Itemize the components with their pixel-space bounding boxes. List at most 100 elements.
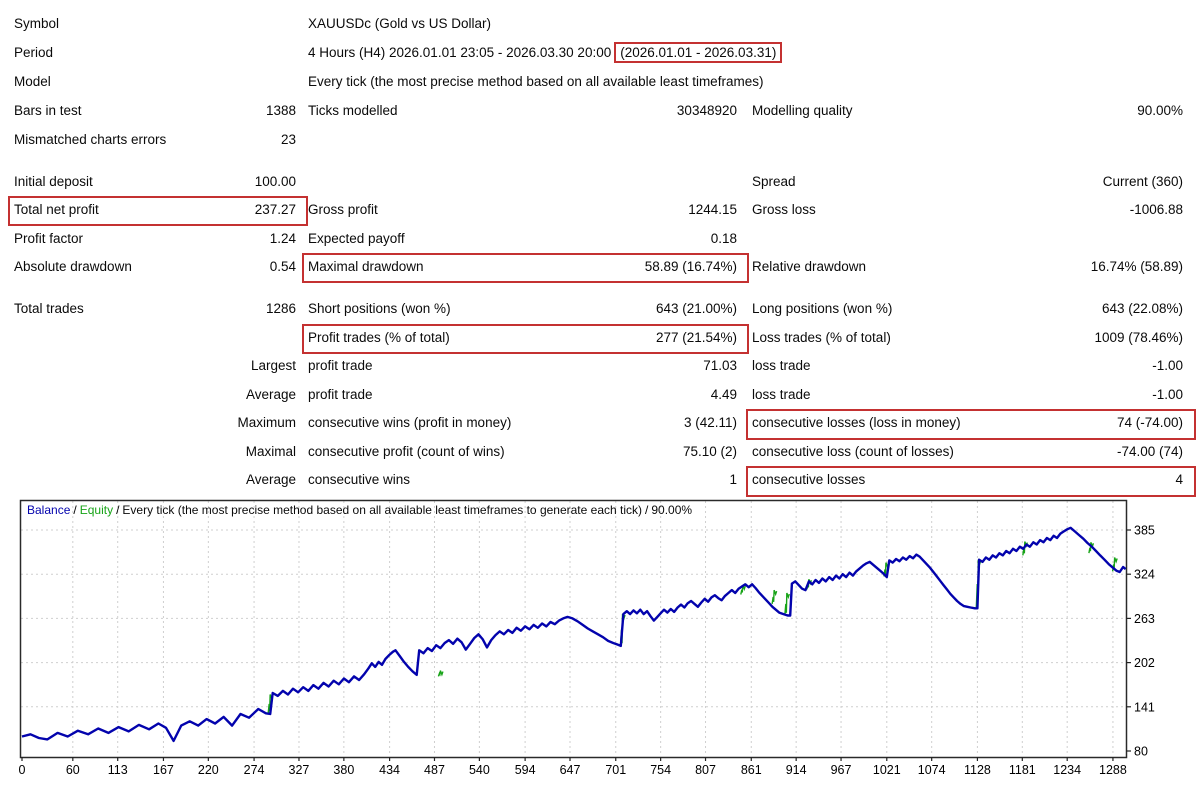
average-loss-label: loss trade bbox=[752, 387, 811, 402]
row-profit-trades: Profit trades (% of total) 277 (21.54%) … bbox=[0, 327, 1200, 349]
model-value: Every tick (the most precise method base… bbox=[308, 74, 764, 89]
maximum-qualifier: Maximum bbox=[237, 415, 296, 430]
ticks-modelled-label: Ticks modelled bbox=[308, 103, 398, 118]
short-positions-label: Short positions (won %) bbox=[308, 301, 451, 316]
chart-quality: 90.00% bbox=[651, 503, 693, 517]
row-maximum-consecutive: Maximum consecutive wins (profit in mone… bbox=[0, 412, 1200, 434]
svg-text:141: 141 bbox=[1134, 700, 1155, 714]
bars-in-test-label: Bars in test bbox=[14, 103, 82, 118]
relative-drawdown-label: Relative drawdown bbox=[752, 259, 867, 274]
modelling-quality-label: Modelling quality bbox=[752, 103, 853, 118]
balance-legend-label: Balance bbox=[27, 503, 71, 517]
gross-loss-label: Gross loss bbox=[752, 202, 816, 217]
average-profit-label: profit trade bbox=[308, 387, 373, 402]
row-drawdown: Absolute drawdown 0.54 Maximal drawdown … bbox=[0, 256, 1200, 278]
equity-legend-label: Equity bbox=[79, 503, 114, 517]
svg-text:274: 274 bbox=[244, 763, 265, 777]
largest-qualifier: Largest bbox=[250, 358, 296, 373]
consecutive-wins-money-value: 3 (42.11) bbox=[683, 415, 737, 430]
bars-in-test-value: 1388 bbox=[265, 103, 296, 118]
consecutive-losses-money-label: consecutive losses (loss in money) bbox=[752, 415, 961, 430]
initial-deposit-label: Initial deposit bbox=[14, 174, 93, 189]
mismatched-errors-value: 23 bbox=[280, 132, 296, 147]
svg-text:967: 967 bbox=[831, 763, 852, 777]
svg-text:914: 914 bbox=[786, 763, 807, 777]
symbol-value: XAUUSDc (Gold vs US Dollar) bbox=[308, 16, 492, 31]
consecutive-loss-label: consecutive loss (count of losses) bbox=[752, 444, 954, 459]
avg-consecutive-losses-value: 4 bbox=[1175, 472, 1183, 487]
svg-text:487: 487 bbox=[424, 763, 445, 777]
largest-profit-value: 71.03 bbox=[703, 358, 737, 373]
svg-text:60: 60 bbox=[66, 763, 80, 777]
row-largest: Largest profit trade 71.03 loss trade -1… bbox=[0, 355, 1200, 377]
expected-payoff-value: 0.18 bbox=[710, 231, 737, 246]
row-mismatched: Mismatched charts errors 23 bbox=[0, 129, 1200, 151]
row-model: Model Every tick (the most precise metho… bbox=[0, 71, 1200, 93]
row-average-trade: Average profit trade 4.49 loss trade -1.… bbox=[0, 384, 1200, 406]
svg-text:1288: 1288 bbox=[1099, 763, 1127, 777]
loss-trades-value: 1009 (78.46%) bbox=[1094, 330, 1183, 345]
maximal-drawdown-value: 58.89 (16.74%) bbox=[644, 259, 737, 274]
svg-text:540: 540 bbox=[469, 763, 490, 777]
absolute-drawdown-value: 0.54 bbox=[269, 259, 296, 274]
profit-factor-value: 1.24 bbox=[269, 231, 296, 246]
svg-text:1074: 1074 bbox=[918, 763, 946, 777]
maximal-qualifier: Maximal bbox=[245, 444, 296, 459]
average-qualifier: Average bbox=[245, 387, 296, 402]
expected-payoff-label: Expected payoff bbox=[308, 231, 405, 246]
gross-profit-value: 1244.15 bbox=[688, 202, 737, 217]
row-net-profit: Total net profit 237.27 Gross profit 124… bbox=[0, 199, 1200, 221]
svg-text:701: 701 bbox=[605, 763, 626, 777]
svg-text:754: 754 bbox=[650, 763, 671, 777]
total-trades-value: 1286 bbox=[265, 301, 296, 316]
average-loss-value: -1.00 bbox=[1152, 387, 1183, 402]
row-symbol: Symbol XAUUSDc (Gold vs US Dollar) bbox=[0, 13, 1200, 35]
long-positions-label: Long positions (won %) bbox=[752, 301, 893, 316]
svg-text:324: 324 bbox=[1134, 568, 1155, 582]
initial-deposit-value: 100.00 bbox=[254, 174, 296, 189]
mismatched-errors-label: Mismatched charts errors bbox=[14, 132, 167, 147]
absolute-drawdown-label: Absolute drawdown bbox=[14, 259, 132, 274]
svg-text:0: 0 bbox=[19, 763, 26, 777]
total-net-profit-value: 237.27 bbox=[254, 202, 296, 217]
average-profit-value: 4.49 bbox=[710, 387, 737, 402]
spread-label: Spread bbox=[752, 174, 796, 189]
svg-text:385: 385 bbox=[1134, 523, 1155, 537]
total-trades-label: Total trades bbox=[14, 301, 84, 316]
ticks-modelled-value: 30348920 bbox=[676, 103, 737, 118]
avg-consecutive-wins-label: consecutive wins bbox=[308, 472, 411, 487]
short-positions-value: 643 (21.00%) bbox=[655, 301, 737, 316]
row-profit-factor: Profit factor 1.24 Expected payoff 0.18 bbox=[0, 228, 1200, 250]
svg-text:263: 263 bbox=[1134, 612, 1155, 626]
consecutive-profit-label: consecutive profit (count of wins) bbox=[308, 444, 505, 459]
svg-text:647: 647 bbox=[560, 763, 581, 777]
period-value: 4 Hours (H4) 2026.01.01 23:05 - 2026.03.… bbox=[308, 42, 783, 64]
avg-consecutive-qualifier: Average bbox=[245, 472, 296, 487]
svg-text:1021: 1021 bbox=[873, 763, 901, 777]
row-maximal-consecutive: Maximal consecutive profit (count of win… bbox=[0, 441, 1200, 463]
consecutive-profit-value: 75.10 (2) bbox=[682, 444, 737, 459]
long-positions-value: 643 (22.08%) bbox=[1101, 301, 1183, 316]
row-initial-deposit: Initial deposit 100.00 Spread Current (3… bbox=[0, 171, 1200, 193]
svg-text:220: 220 bbox=[198, 763, 219, 777]
balance-equity-chart: 0 60 113 167 220 274 327 380 434 487 540 594 647 701 7… bbox=[19, 499, 1155, 777]
largest-profit-label: profit trade bbox=[308, 358, 373, 373]
period-range-highlight: (2026.01.01 - 2026.03.31) bbox=[614, 42, 783, 63]
relative-drawdown-value: 16.74% (58.89) bbox=[1090, 259, 1183, 274]
profit-trades-value: 277 (21.54%) bbox=[655, 330, 737, 345]
period-range: 4 Hours (H4) 2026.01.01 23:05 - 2026.03.… bbox=[308, 45, 612, 60]
chart-legend: Balance / Equity / Every tick (the most prec… bbox=[27, 503, 693, 517]
avg-consecutive-losses-label: consecutive losses bbox=[752, 472, 866, 487]
consecutive-loss-value: -74.00 (74) bbox=[1116, 444, 1183, 459]
chart-model-description: Every tick (the most precise method base… bbox=[122, 503, 643, 517]
row-total-trades: Total trades 1286 Short positions (won %… bbox=[0, 298, 1200, 320]
svg-text:202: 202 bbox=[1134, 656, 1155, 670]
gross-loss-value: -1006.88 bbox=[1129, 202, 1183, 217]
svg-text:1234: 1234 bbox=[1053, 763, 1081, 777]
svg-text:327: 327 bbox=[289, 763, 310, 777]
period-label: Period bbox=[14, 45, 54, 60]
svg-text:861: 861 bbox=[741, 763, 762, 777]
row-bars: Bars in test 1388 Ticks modelled 3034892… bbox=[0, 100, 1200, 122]
symbol-label: Symbol bbox=[14, 16, 60, 31]
row-average-consecutive: Average consecutive wins 1 consecutive l… bbox=[0, 469, 1200, 491]
